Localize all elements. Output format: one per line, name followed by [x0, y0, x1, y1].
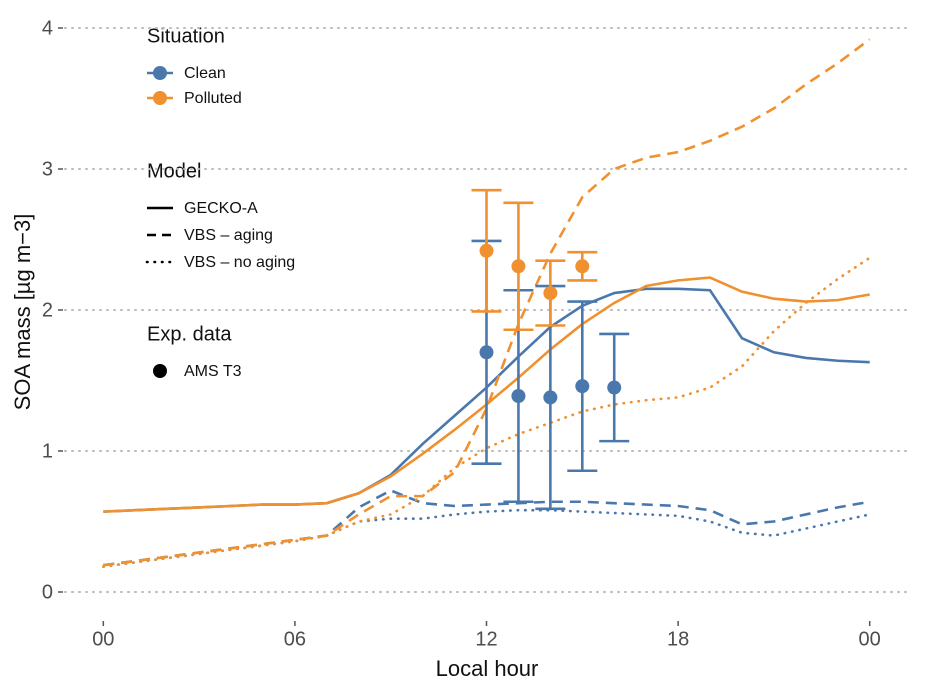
legend-title: Situation	[147, 25, 225, 47]
model-line	[103, 489, 870, 567]
y-tick-label: 3	[42, 158, 53, 180]
data-point	[575, 379, 590, 394]
data-point	[575, 259, 590, 274]
data-point	[511, 259, 526, 274]
data-point	[543, 390, 558, 405]
data-point	[511, 389, 526, 404]
legend-label: AMS T3	[184, 363, 242, 380]
legend-title: Exp. data	[147, 323, 232, 345]
model-line	[103, 38, 871, 567]
legend-label: VBS – aging	[184, 227, 273, 244]
model-line	[102, 256, 871, 568]
x-tick-label: 00	[859, 628, 881, 650]
data-point	[479, 243, 494, 258]
y-tick-label: 0	[42, 581, 53, 603]
model-line	[102, 508, 871, 568]
legend-key	[153, 91, 167, 105]
legend-key	[153, 66, 167, 80]
data-point	[543, 286, 558, 301]
data-point	[479, 345, 494, 360]
legend-title: Model	[147, 160, 201, 182]
y-tick-label: 1	[42, 440, 53, 462]
legend-label: GECKO-A	[184, 200, 258, 217]
x-tick-label: 00	[92, 628, 114, 650]
data-point	[607, 380, 622, 395]
x-tick-label: 12	[475, 628, 497, 650]
y-axis-title: SOA mass [µg m−3]	[10, 214, 35, 411]
legend-label: Polluted	[184, 90, 242, 107]
legend-label: Clean	[184, 65, 226, 82]
x-tick-label: 18	[667, 628, 689, 650]
y-tick-label: 4	[42, 17, 53, 39]
x-axis-title: Local hour	[436, 656, 539, 681]
legend-label: VBS – no aging	[184, 254, 295, 271]
y-tick-label: 2	[42, 299, 53, 321]
x-tick-label: 06	[284, 628, 306, 650]
legend-key	[153, 364, 167, 378]
